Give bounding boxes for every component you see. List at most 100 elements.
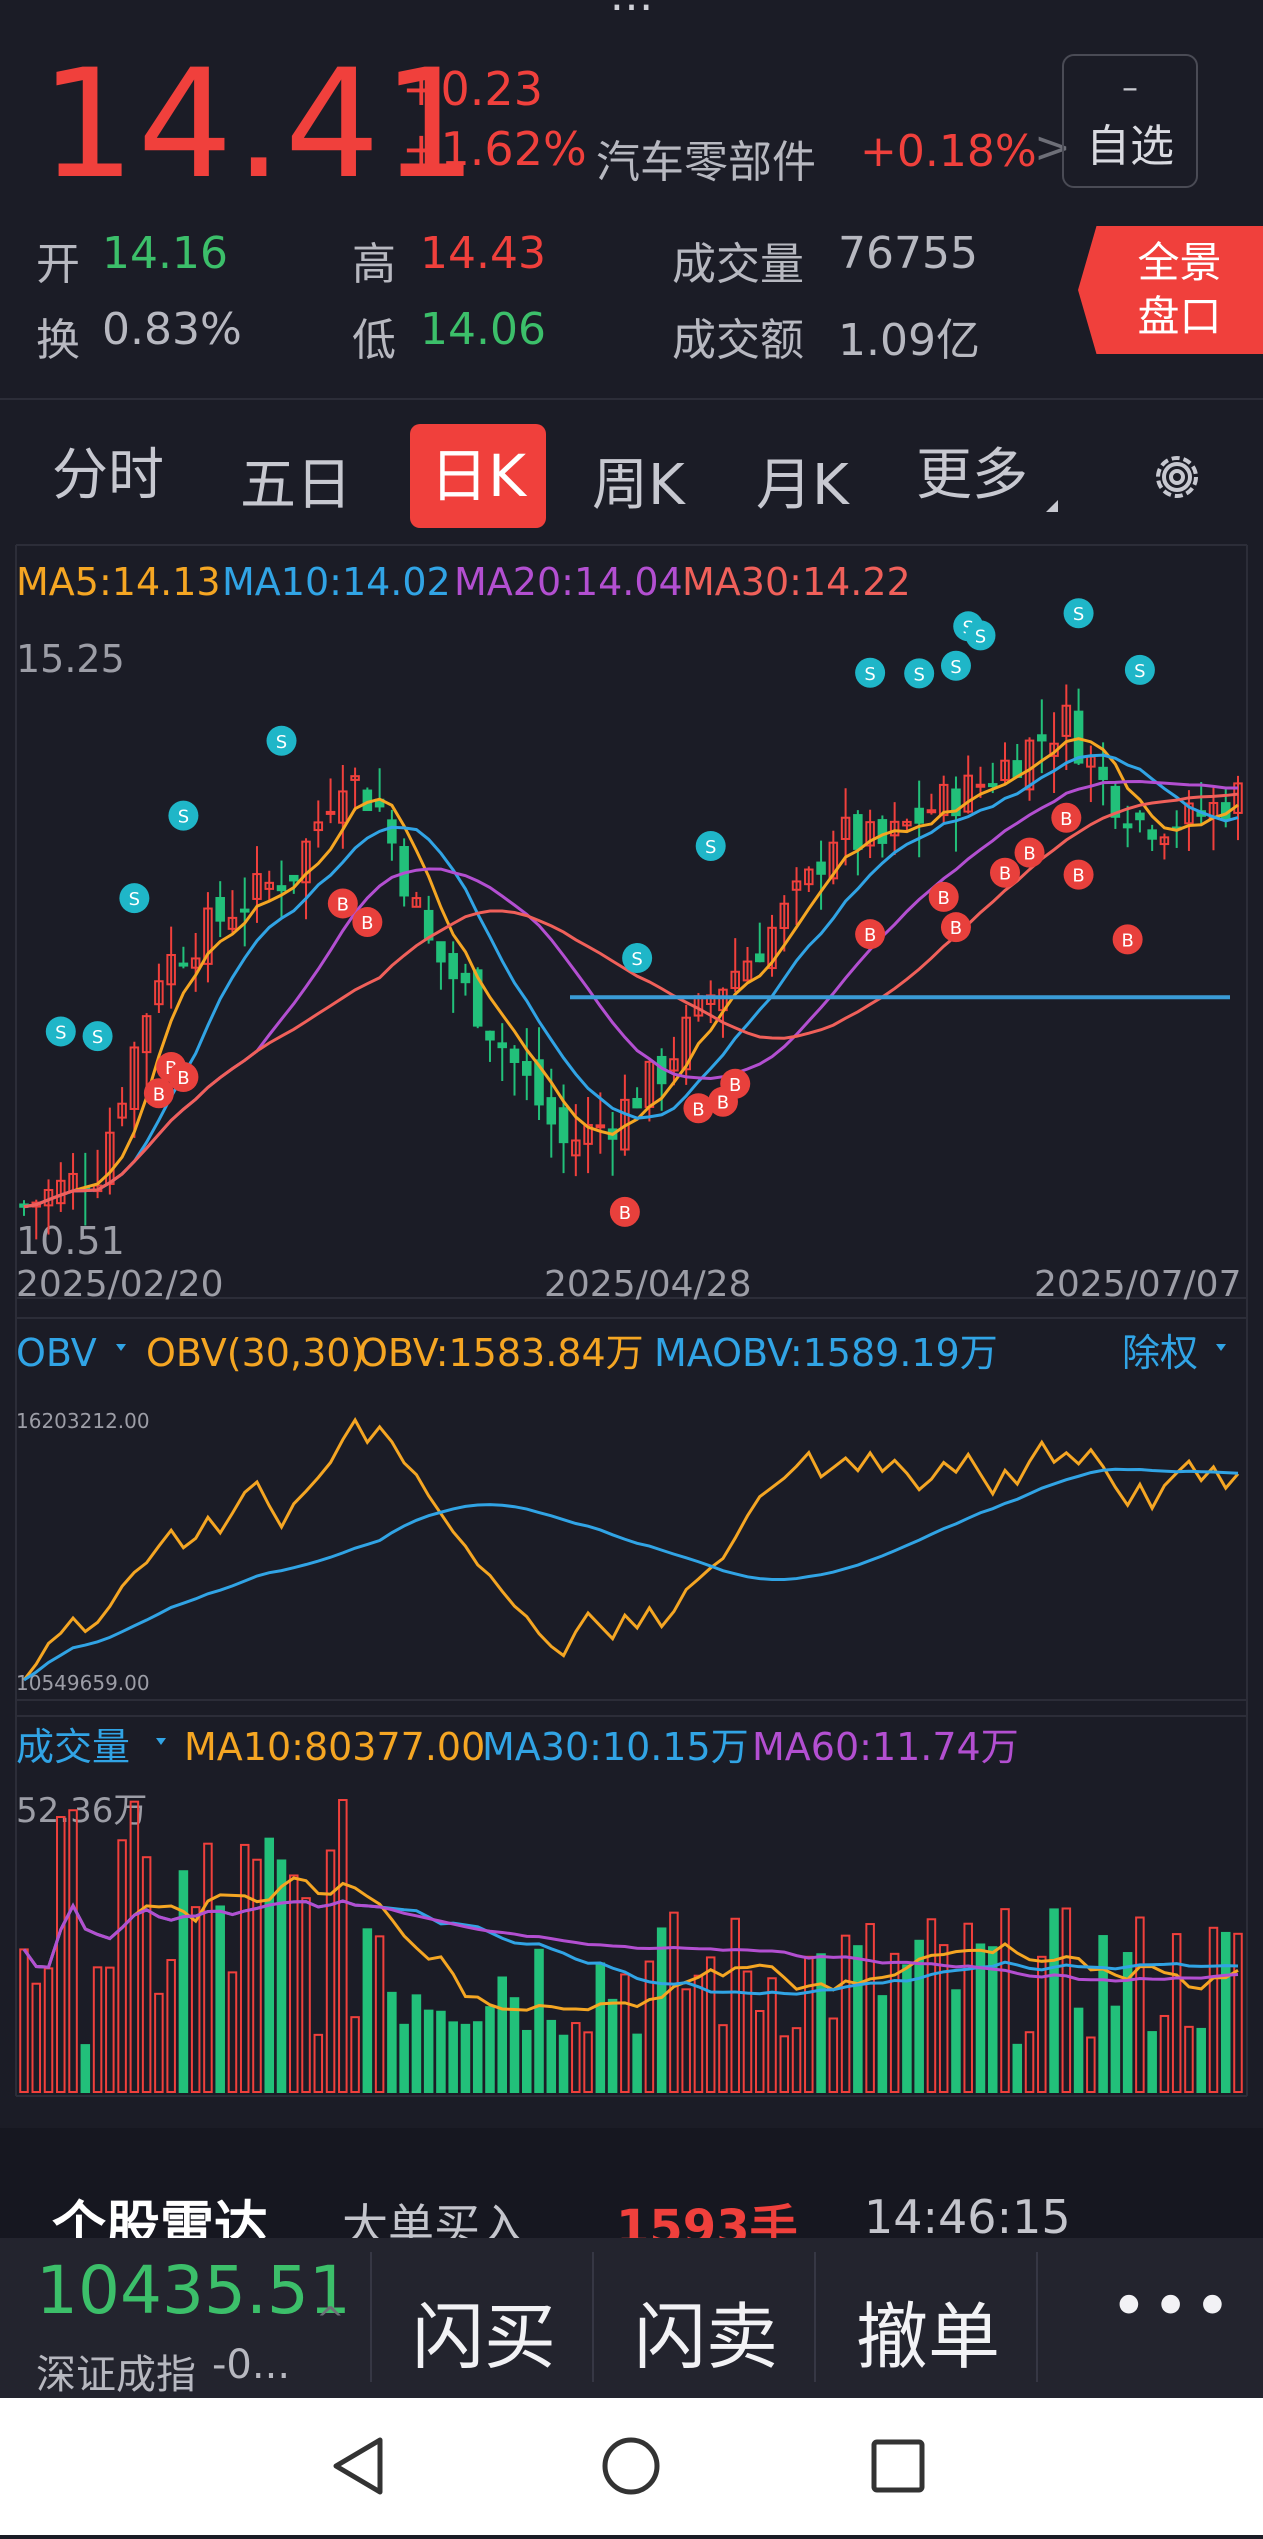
volume-bar [791,2027,802,2093]
tab-weekly-k[interactable]: 周K [592,453,685,518]
sell-signal-label: S [631,949,642,970]
volume-bar [154,1992,164,2094]
candle-body [754,953,765,963]
candle-body [411,897,422,908]
candle-body [1135,812,1145,821]
home-icon[interactable] [602,2437,660,2495]
exright-dropdown-icon[interactable] [1216,1344,1226,1351]
volume-bar [1061,1907,1072,2094]
volume-bar [252,1858,262,2093]
candle-body [387,819,397,844]
index-value[interactable]: 10435.51 [36,2252,351,2329]
radar-bar[interactable] [0,2128,1263,2238]
candle-body [987,783,998,788]
buy-signal-marker [168,1061,199,1092]
exright-toggle[interactable]: 除权 [1122,1331,1198,1375]
add-favorite-button[interactable]: – 自选 [1062,54,1198,188]
volume-bar [497,1976,508,2093]
ma30-value: MA30:14.22 [682,560,911,604]
candle-body [56,1179,66,1205]
back-icon[interactable] [333,2437,383,2495]
candle-body [509,1048,520,1063]
candle-body [963,774,973,813]
volume-bar [387,1991,397,2094]
sell-signal-marker [965,620,996,651]
more-caret-icon [1046,500,1058,512]
gear-icon[interactable] [1148,448,1206,510]
volume-bar [644,1960,655,2094]
flash-sell-button[interactable]: 闪卖 [634,2295,779,2379]
volume-bar [178,1870,189,2093]
obv-dropdown-icon[interactable] [116,1344,126,1351]
candle-body [1061,704,1072,737]
volume-bar [68,1809,78,2094]
buy-signal-label: B [1072,866,1084,887]
volume-bar [865,1923,875,2094]
candle-body [681,1016,691,1071]
tab-intraday[interactable]: 分时 [52,443,164,508]
volume-bar [141,1856,152,2094]
panorama-label-1: 全景 [1137,238,1222,287]
volume-bar [105,1966,115,2094]
tab-daily-k[interactable]: 日K [410,424,546,528]
volume-ma-lines [22,1876,1239,2012]
candle-body [166,953,176,986]
volume-bar [1135,1916,1145,2094]
obv-line [22,1417,1240,1681]
vol-ma10-line [22,1876,1239,2012]
volume-bar [963,1922,973,2093]
sector-link[interactable]: 汽车零部件 [596,137,816,188]
chevron-up-icon[interactable]: ^ [316,2300,345,2340]
candle-body [730,970,740,990]
candle-body [289,874,299,882]
sell-signal-marker [45,1016,76,1047]
turnover-value: 0.83% [102,304,242,355]
buy-signal-label: B [692,1099,704,1120]
buy-signal-marker [1063,859,1094,890]
sell-signal-marker [855,657,886,688]
date-label-end: 2025/07/07 [1034,1264,1242,1305]
kline-chart[interactable]: MA5:14.13 MA10:14.02 MA20:14.04 MA30:14.… [0,540,1263,2100]
panorama-button[interactable]: 全景 盘口 [1078,226,1263,354]
volume-bar [975,1943,986,2093]
volume-dropdown-icon[interactable] [156,1738,166,1745]
sell-signal-marker [1063,598,1094,629]
volume-bar [350,2016,360,2093]
buy-signal-label: B [717,1093,729,1114]
candle-body [583,1124,593,1145]
candle-body [546,1097,557,1125]
volume-bar [313,2033,324,2093]
recents-icon[interactable] [871,2439,925,2493]
stock-title: … [0,0,1263,21]
flash-buy-button[interactable]: 闪买 [412,2295,557,2379]
tab-five-day[interactable]: 五日 [240,453,352,518]
candle-body [1122,823,1133,829]
volume-bar [681,1988,691,2093]
buy-signal-label: B [1060,809,1072,830]
volume-bar [1184,2025,1194,2094]
cancel-order-button[interactable]: 撤单 [856,2295,1001,2379]
volume-bar [1208,1926,1219,2093]
volume-bar [558,2034,569,2094]
buy-signal-label: B [999,864,1011,885]
volume-bar [742,1970,753,2094]
chevron-right-icon[interactable]: > [1034,122,1071,173]
buy-signal-marker [990,857,1021,888]
buy-signal-marker [683,1093,714,1124]
sell-signal-marker [82,1021,113,1052]
volume-bar [571,2022,581,2094]
volume-bar [117,1839,127,2094]
tab-monthly-k[interactable]: 月K [756,453,849,518]
volume-bar [166,1959,176,2093]
sector-change: +0.18% [860,126,1037,177]
ma10-line [23,753,1239,1209]
candle-body [1110,785,1121,818]
volume-bar [853,1945,863,2094]
volume-indicator-name[interactable]: 成交量 [16,1725,130,1769]
tab-more[interactable]: 更多 [916,443,1028,508]
change-percent: +1.62% [402,122,587,176]
obv-indicator-name[interactable]: OBV [16,1331,97,1375]
sell-signal-label: S [1134,661,1145,682]
more-icon[interactable]: ••• [1110,2270,1236,2344]
obv-axis-max: 16203212.00 [16,1409,150,1433]
